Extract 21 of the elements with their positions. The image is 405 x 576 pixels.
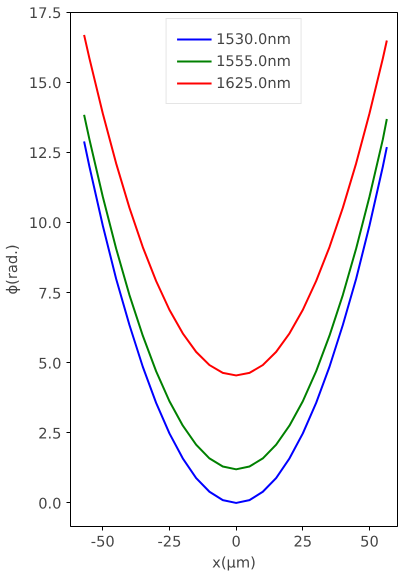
y-tick-label: 0.0 — [38, 495, 62, 512]
y-tick-label: 2.5 — [38, 425, 62, 442]
x-tick-label: -25 — [157, 534, 182, 550]
line-series — [83, 140, 388, 504]
y-tick-label: 10.0 — [28, 215, 62, 232]
x-axis-title: x(μm) — [212, 554, 256, 572]
x-tick-label: 50 — [360, 534, 379, 550]
x-tick-label: 25 — [293, 534, 312, 550]
y-tick-label: 15.0 — [28, 75, 62, 92]
y-axis-title: ϕ(rad.) — [4, 244, 21, 295]
y-tick-label: 17.5 — [28, 5, 62, 22]
x-tick-label: 0 — [231, 534, 241, 550]
line-series — [83, 114, 388, 470]
y-tick-label: 5.0 — [38, 355, 62, 372]
y-tick-label: 7.5 — [38, 285, 62, 302]
x-tick-label: -50 — [90, 534, 115, 550]
legend-label: 1625.0nm — [216, 74, 291, 92]
line-series — [83, 34, 388, 376]
y-tick-label: 12.5 — [28, 145, 62, 162]
legend-label: 1555.0nm — [216, 52, 291, 70]
legend-label: 1530.0nm — [216, 30, 291, 48]
